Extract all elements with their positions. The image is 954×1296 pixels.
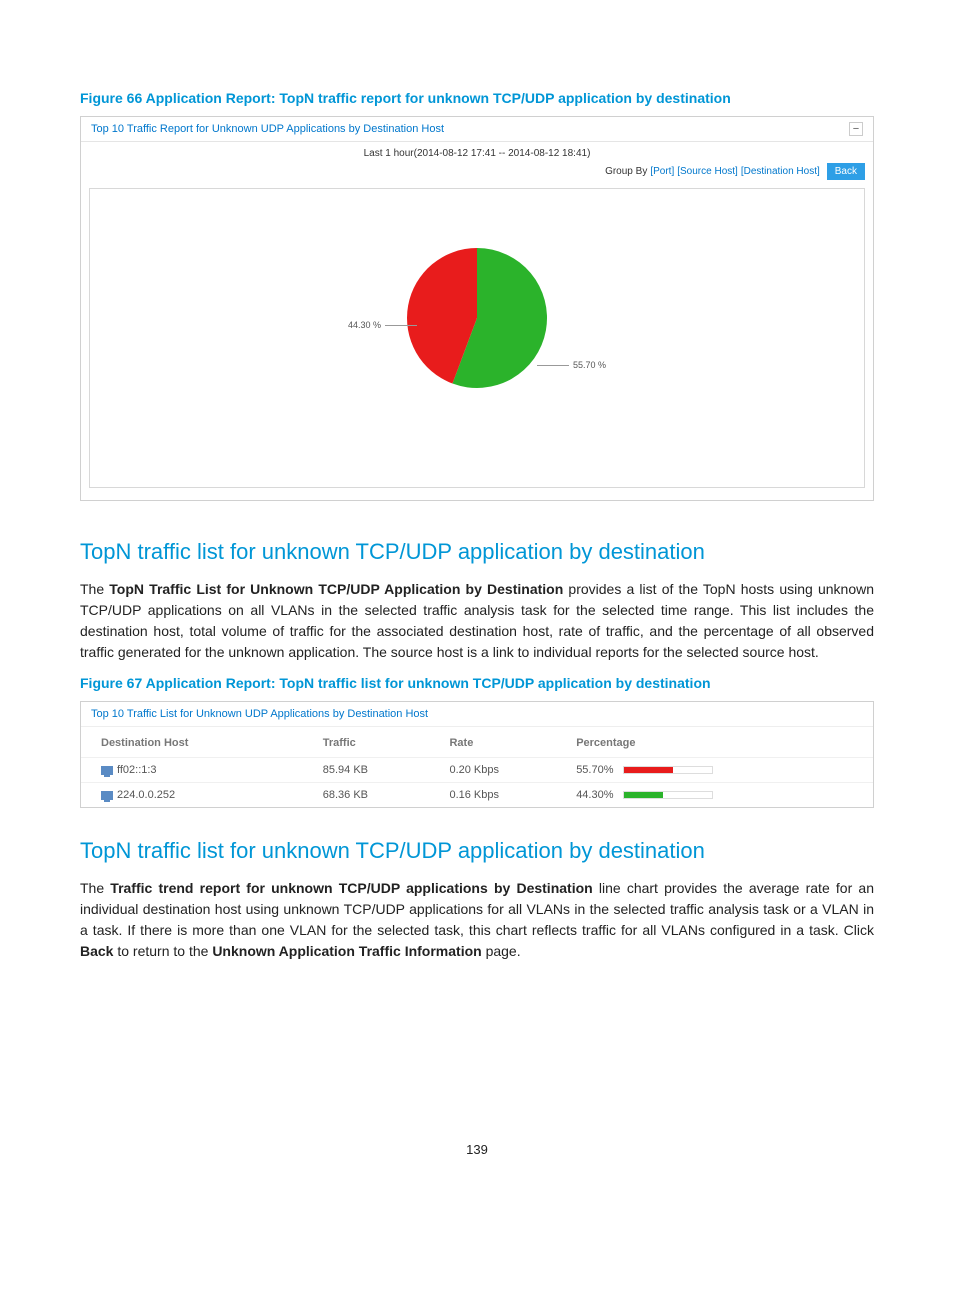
page-number: 139	[80, 1142, 874, 1157]
host-cell[interactable]: 224.0.0.252	[81, 783, 303, 808]
leader-line-icon	[385, 325, 417, 326]
pct-text: 44.30%	[576, 789, 613, 801]
rate-cell: 0.20 Kbps	[429, 758, 556, 783]
section-2-paragraph: The Traffic trend report for unknown TCP…	[80, 878, 874, 962]
s2-b3: Unknown Application Traffic Information	[212, 943, 481, 959]
pct-bar-fill	[624, 767, 673, 773]
table-header-row: Destination Host Traffic Rate Percentage	[81, 727, 873, 758]
timespan-label: Last 1 hour(2014-08-12 17:41 -- 2014-08-…	[81, 142, 873, 163]
col-destination: Destination Host	[81, 727, 303, 758]
section-1-bold: TopN Traffic List for Unknown TCP/UDP Ap…	[109, 581, 563, 597]
col-rate: Rate	[429, 727, 556, 758]
list-panel-title: Top 10 Traffic List for Unknown UDP Appl…	[81, 702, 873, 727]
figure-67-panel: Top 10 Traffic List for Unknown UDP Appl…	[80, 701, 874, 808]
host-link[interactable]: ff02::1:3	[117, 764, 157, 776]
col-percentage: Percentage	[556, 727, 873, 758]
table-row: 224.0.0.252 68.36 KB 0.16 Kbps 44.30%	[81, 783, 873, 808]
s2-t1: The	[80, 880, 110, 896]
groupby-label: Group By	[605, 166, 647, 177]
host-icon	[101, 766, 113, 775]
col-traffic: Traffic	[303, 727, 430, 758]
section-2-heading: TopN traffic list for unknown TCP/UDP ap…	[80, 838, 874, 864]
pct-text: 55.70%	[576, 764, 613, 776]
pie-label-1-text: 55.70 %	[573, 360, 606, 370]
pct-bar-fill	[624, 792, 663, 798]
back-button[interactable]: Back	[827, 163, 865, 180]
groupby-destination-link[interactable]: [Destination Host]	[741, 166, 820, 177]
s2-b1: Traffic trend report for unknown TCP/UDP…	[110, 880, 592, 896]
groupby-port-link[interactable]: [Port]	[650, 166, 674, 177]
rate-cell: 0.16 Kbps	[429, 783, 556, 808]
pie-label-1: 55.70 %	[537, 360, 627, 370]
section-1-heading: TopN traffic list for unknown TCP/UDP ap…	[80, 539, 874, 565]
section-1-paragraph: The TopN Traffic List for Unknown TCP/UD…	[80, 579, 874, 663]
traffic-cell: 68.36 KB	[303, 783, 430, 808]
host-link[interactable]: 224.0.0.252	[117, 789, 175, 801]
pie-label-2-text: 44.30 %	[348, 320, 381, 330]
pct-cell: 44.30%	[556, 783, 873, 808]
pct-bar	[623, 791, 713, 799]
s2-b2: Back	[80, 943, 113, 959]
traffic-cell: 85.94 KB	[303, 758, 430, 783]
s2-t3: to return to the	[113, 943, 212, 959]
figure-67-caption: Figure 67 Application Report: TopN traff…	[80, 675, 874, 691]
pct-bar	[623, 766, 713, 774]
collapse-icon[interactable]: −	[849, 122, 863, 136]
s2-t4: page.	[482, 943, 521, 959]
pct-cell: 55.70%	[556, 758, 873, 783]
panel-title: Top 10 Traffic Report for Unknown UDP Ap…	[91, 123, 444, 135]
pie-svg	[397, 238, 557, 398]
panel-header: Top 10 Traffic Report for Unknown UDP Ap…	[81, 117, 873, 142]
groupby-row: Group By [Port] [Source Host] [Destinati…	[81, 163, 873, 184]
pie-label-2: 44.30 %	[327, 320, 417, 330]
figure-66-caption: Figure 66 Application Report: TopN traff…	[80, 90, 874, 106]
pie-chart-container: 44.30 % 55.70 %	[89, 188, 865, 488]
host-icon	[101, 791, 113, 800]
traffic-table: Destination Host Traffic Rate Percentage…	[81, 727, 873, 807]
figure-66-panel: Top 10 Traffic Report for Unknown UDP Ap…	[80, 116, 874, 501]
host-cell[interactable]: ff02::1:3	[81, 758, 303, 783]
pie-chart: 44.30 % 55.70 %	[327, 238, 627, 438]
table-row: ff02::1:3 85.94 KB 0.20 Kbps 55.70%	[81, 758, 873, 783]
leader-line-icon	[537, 365, 569, 366]
groupby-source-link[interactable]: [Source Host]	[677, 166, 738, 177]
